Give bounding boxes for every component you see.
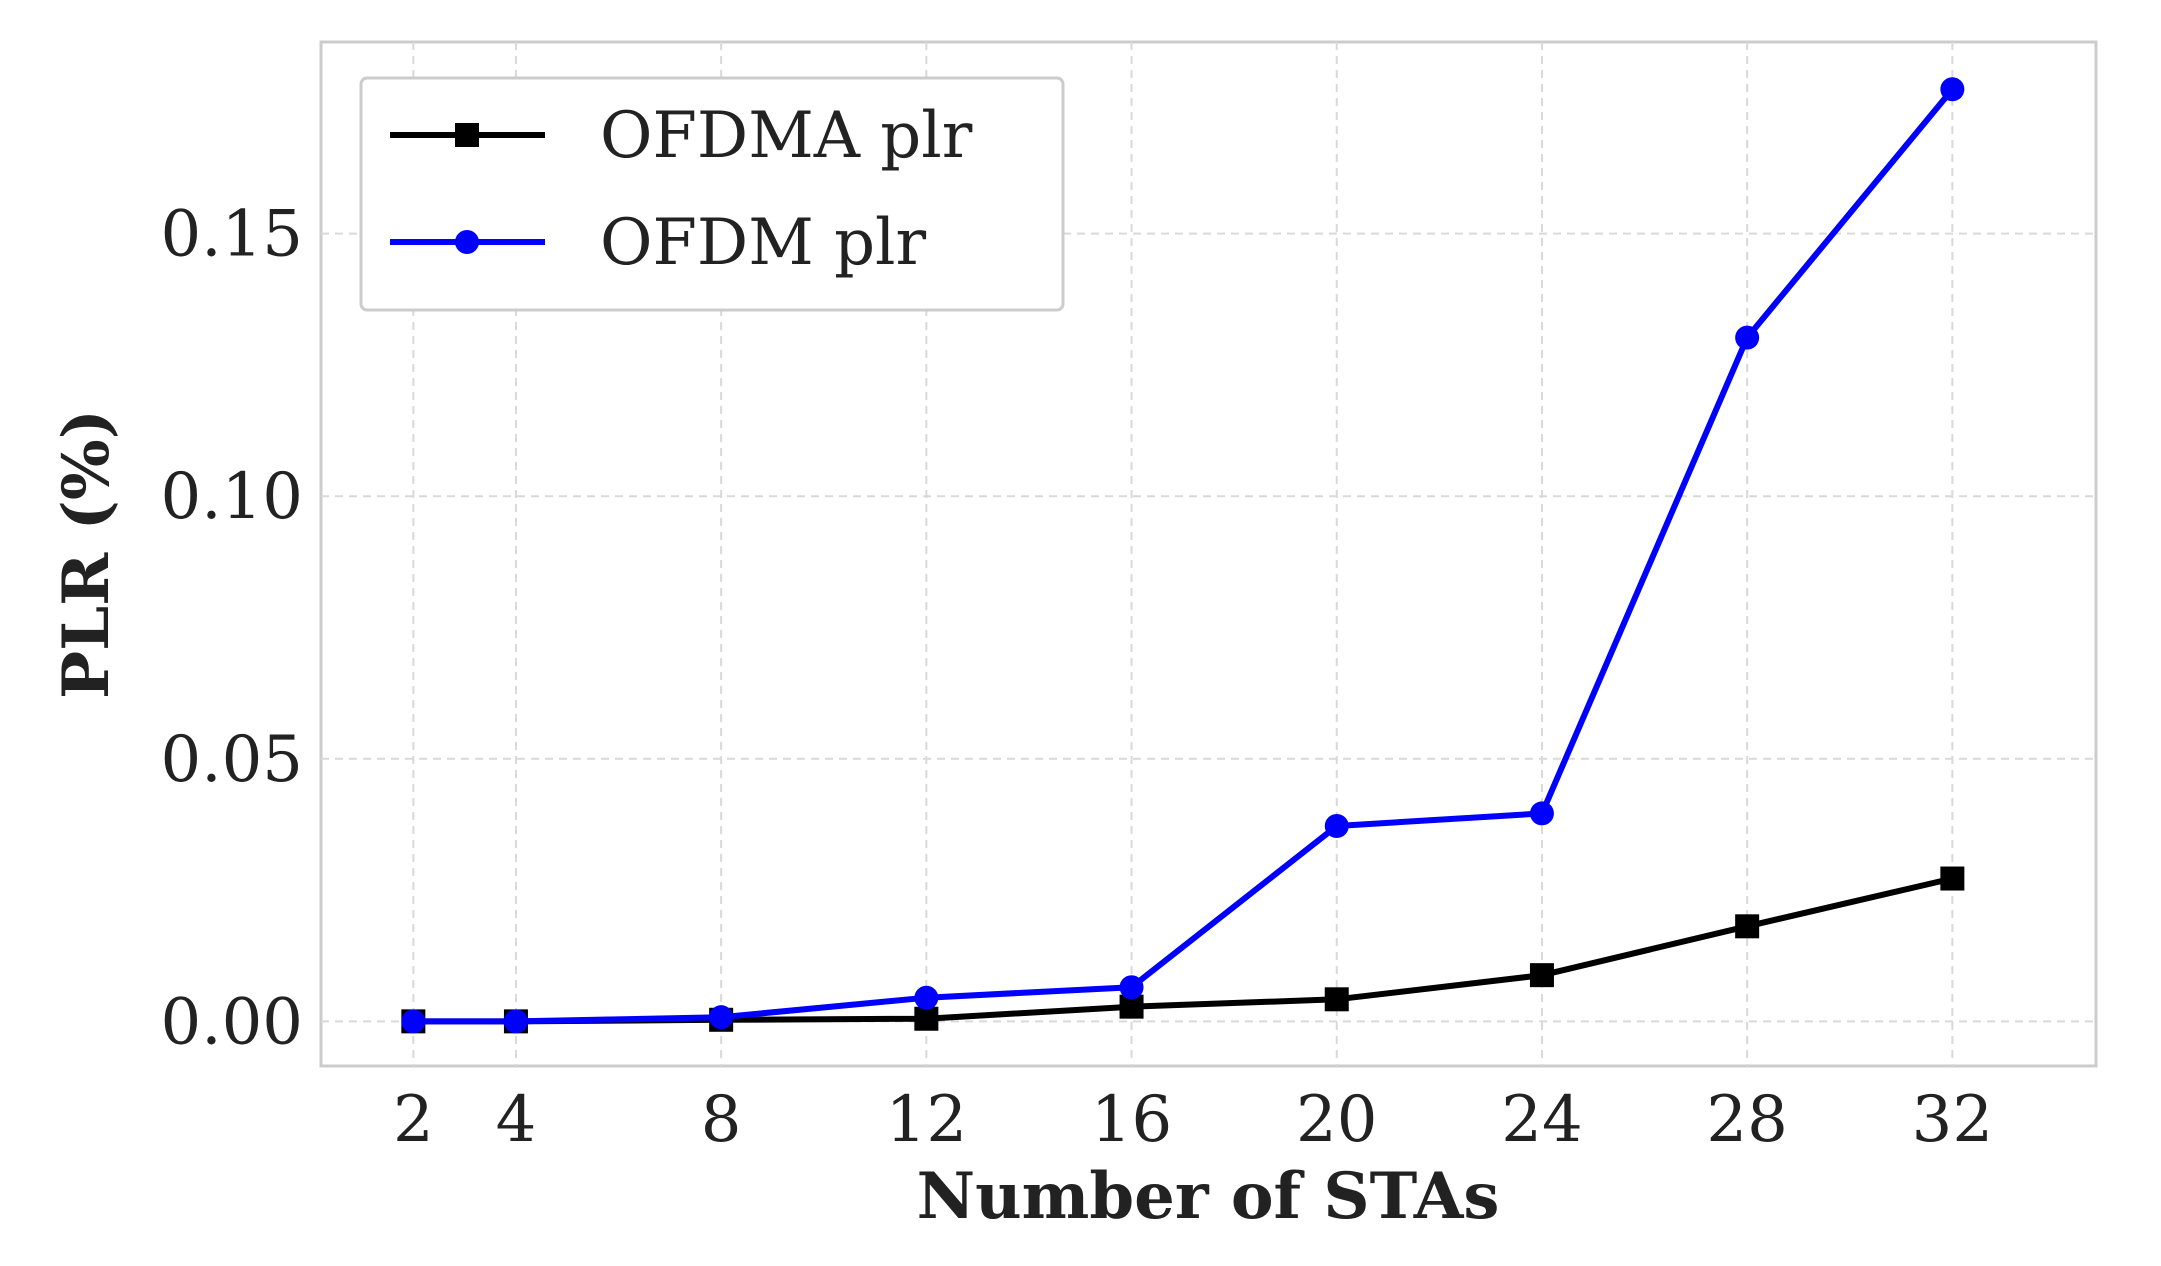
data-point-ofdma-plr: [1735, 914, 1760, 939]
y-axis-title: PLR (%): [49, 409, 124, 699]
data-point-ofdm-plr: [914, 985, 939, 1010]
data-point-ofdm-plr: [503, 1009, 528, 1034]
legend-marker-ofdma: [455, 123, 479, 147]
y-tick-label: 0.05: [161, 723, 304, 797]
data-point-ofdma-plr: [1940, 866, 1965, 891]
y-tick-label: 0.00: [161, 985, 304, 1059]
legend: OFDMA plr OFDM plr: [359, 76, 1065, 312]
x-tick-label: 28: [1706, 1083, 1787, 1157]
x-axis-title: Number of STAs: [917, 1159, 1500, 1234]
x-tick-label: 24: [1501, 1083, 1582, 1157]
series-layer: [401, 77, 1965, 1034]
y-tick-labels: 0.00 0.05 0.10 0.15: [161, 198, 304, 1060]
x-tick-label: 32: [1912, 1083, 1993, 1157]
x-tick-label: 4: [496, 1083, 537, 1157]
data-point-ofdm-plr: [1324, 814, 1349, 839]
x-tick-label: 16: [1091, 1083, 1172, 1157]
x-tick-label: 12: [886, 1083, 967, 1157]
legend-label-ofdm: OFDM plr: [600, 206, 927, 280]
x-tick-label: 8: [701, 1083, 742, 1157]
legend-marker-ofdm: [455, 230, 479, 254]
data-point-ofdm-plr: [1119, 975, 1144, 1000]
x-tick-labels: 2 4 8 12 16 20 24 28 32: [393, 1083, 1993, 1157]
data-point-ofdm-plr: [709, 1005, 734, 1030]
legend-label-ofdma: OFDMA plr: [600, 99, 973, 173]
data-point-ofdm-plr: [1940, 77, 1965, 102]
y-tick-label: 0.10: [161, 460, 304, 534]
x-tick-label: 20: [1296, 1083, 1377, 1157]
x-tick-label: 2: [393, 1083, 434, 1157]
data-point-ofdm-plr: [1735, 325, 1760, 350]
data-point-ofdma-plr: [914, 1006, 939, 1031]
data-point-ofdma-plr: [1324, 987, 1349, 1012]
data-point-ofdma-plr: [1529, 963, 1554, 988]
data-point-ofdm-plr: [1529, 801, 1554, 826]
data-point-ofdm-plr: [401, 1009, 426, 1034]
y-tick-label: 0.15: [161, 198, 304, 272]
